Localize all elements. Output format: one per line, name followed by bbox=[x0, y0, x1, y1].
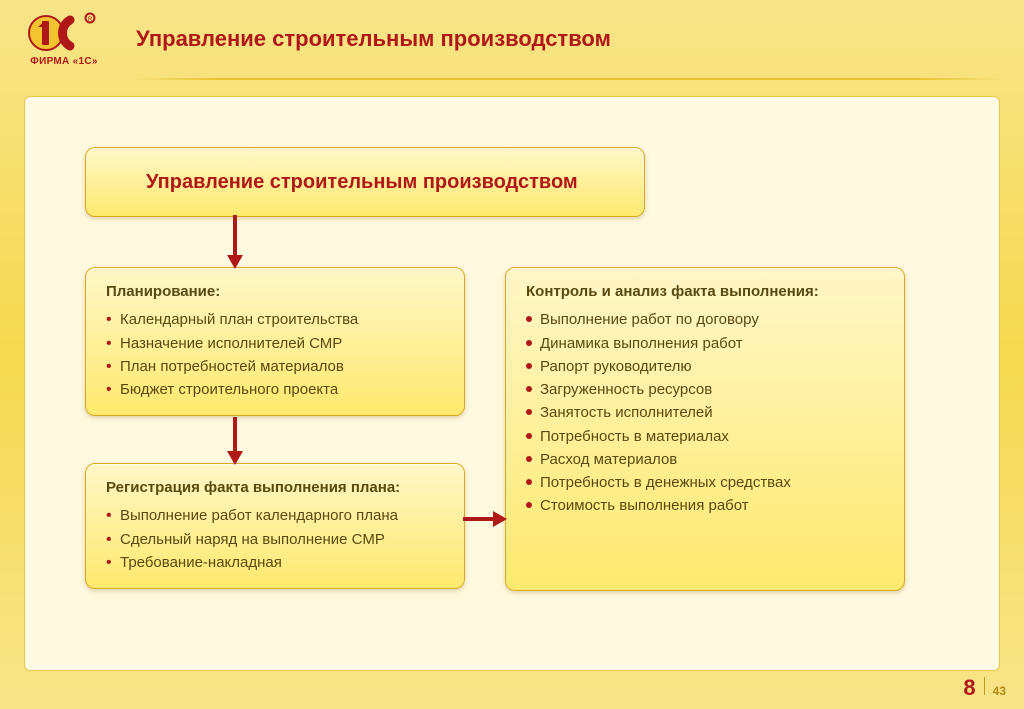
slide-footer: 8 43 bbox=[963, 675, 1006, 701]
box-control: Контроль и анализ факта выполнения: Выпо… bbox=[505, 267, 905, 591]
list-item: Выполнение работ по договору bbox=[526, 308, 884, 331]
header-divider bbox=[130, 78, 1006, 80]
box-main-title: Управление строительным производством bbox=[146, 171, 578, 194]
page-separator bbox=[984, 677, 985, 695]
content-frame: Управление строительным производством Пл… bbox=[24, 96, 1000, 671]
list-item: Потребность в материалах bbox=[526, 425, 884, 448]
list-item: Выполнение работ календарного плана bbox=[106, 504, 444, 527]
slide-title: Управление строительным производством bbox=[136, 26, 611, 52]
box-control-heading: Контроль и анализ факта выполнения: bbox=[526, 282, 884, 302]
registration-list: Выполнение работ календарного плана Сдел… bbox=[106, 504, 444, 574]
logo-1c: R ФИРМА «1С» bbox=[16, 12, 112, 67]
slide-header: R ФИРМА «1С» Управление строительным про… bbox=[0, 0, 1024, 78]
page-total: 43 bbox=[993, 684, 1006, 698]
list-item: План потребностей материалов bbox=[106, 355, 444, 378]
list-item: Расход материалов bbox=[526, 448, 884, 471]
logo-caption: ФИРМА «1С» bbox=[30, 56, 98, 67]
list-item: Стоимость выполнения работ bbox=[526, 494, 884, 517]
list-item: Занятость исполнителей bbox=[526, 401, 884, 424]
logo-1c-icon: R bbox=[28, 12, 100, 54]
list-item: Рапорт руководителю bbox=[526, 355, 884, 378]
box-planning: Планирование: Календарный план строитель… bbox=[85, 267, 465, 416]
box-planning-heading: Планирование: bbox=[106, 282, 444, 302]
arrow-planning-to-registration bbox=[225, 417, 245, 465]
list-item: Назначение исполнителей СМР bbox=[106, 332, 444, 355]
list-item: Динамика выполнения работ bbox=[526, 332, 884, 355]
control-list: Выполнение работ по договору Динамика вы… bbox=[526, 308, 884, 517]
svg-text:R: R bbox=[88, 17, 93, 23]
list-item: Загруженность ресурсов bbox=[526, 378, 884, 401]
arrow-main-to-planning bbox=[225, 215, 245, 269]
list-item: Сдельный наряд на выполнение СМР bbox=[106, 528, 444, 551]
list-item: Бюджет строительного проекта bbox=[106, 378, 444, 401]
list-item: Требование-накладная bbox=[106, 551, 444, 574]
box-registration: Регистрация факта выполнения плана: Выпо… bbox=[85, 463, 465, 589]
planning-list: Календарный план строительства Назначени… bbox=[106, 308, 444, 401]
list-item: Календарный план строительства bbox=[106, 308, 444, 331]
page-number: 8 bbox=[963, 675, 975, 701]
box-main: Управление строительным производством bbox=[85, 147, 645, 217]
box-registration-heading: Регистрация факта выполнения плана: bbox=[106, 478, 444, 498]
list-item: Потребность в денежных средствах bbox=[526, 471, 884, 494]
arrow-registration-to-control bbox=[463, 509, 507, 529]
